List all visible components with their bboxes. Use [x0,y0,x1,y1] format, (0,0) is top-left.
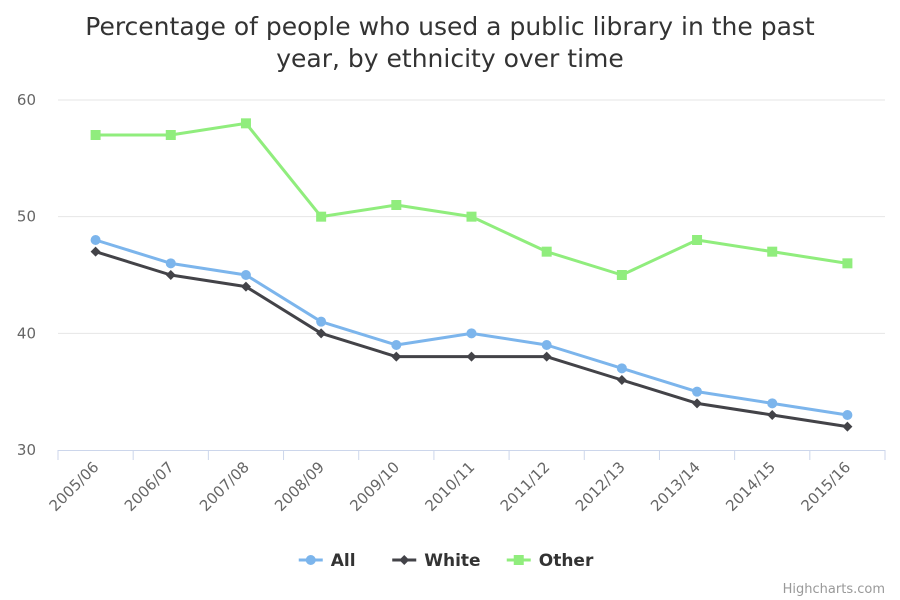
data-point-other[interactable] [90,130,101,140]
legend-label-other: Other [539,551,594,571]
y-tick-label: 50 [17,208,36,226]
data-point-other[interactable] [391,200,402,210]
chart-title-line-2: year, by ethnicity over time [276,44,624,73]
data-point-all[interactable] [842,410,853,420]
y-tick-label: 30 [17,441,36,459]
data-point-all[interactable] [767,398,778,409]
data-point-all[interactable] [541,340,552,350]
legend-item-white[interactable]: White [392,551,481,571]
data-point-white[interactable] [466,351,477,362]
data-point-all[interactable] [316,316,327,327]
data-point-other[interactable] [767,246,778,257]
legend-marker-shape-other[interactable] [513,555,524,565]
data-point-other[interactable] [842,258,853,269]
legend-label-white: White [424,551,480,571]
data-point-white[interactable] [316,328,327,339]
y-axis: 30 40 50 60 [17,91,36,459]
legend-marker-shape-white[interactable] [399,555,410,565]
data-point-white[interactable] [616,375,627,385]
data-point-other[interactable] [466,211,477,222]
data-point-white[interactable] [541,351,552,362]
data-point-white[interactable] [90,246,101,257]
data-point-all[interactable] [466,328,477,339]
legend-marker-shape-all[interactable] [305,555,316,565]
data-point-other[interactable] [541,246,552,257]
legend-item-all[interactable]: All [298,551,356,571]
data-point-other[interactable] [316,211,327,222]
data-point-white[interactable] [842,421,853,432]
legend-label-all: All [331,551,356,571]
data-point-white[interactable] [692,398,703,409]
y-tick-label: 60 [17,91,36,109]
credits-link[interactable]: Highcharts.com [783,582,885,597]
legend: All White Other [298,551,594,571]
series-white [90,246,853,432]
legend-item-other[interactable]: Other [506,551,594,571]
data-point-other[interactable] [616,270,627,280]
series-layer [90,118,853,432]
data-point-white[interactable] [240,281,251,292]
data-point-other[interactable] [165,130,176,140]
data-point-all[interactable] [240,270,251,280]
data-point-other[interactable] [240,118,251,129]
data-point-all[interactable] [90,235,101,245]
data-point-all[interactable] [692,386,703,397]
data-point-white[interactable] [165,270,176,280]
data-point-white[interactable] [391,351,402,362]
data-point-white[interactable] [767,410,778,420]
legend-marker-all [305,555,316,565]
legend-marker-white [399,555,410,565]
legend-marker-other [513,555,524,565]
data-point-other[interactable] [692,235,703,245]
chart-title-line-1: Percentage of people who used a public l… [85,12,815,41]
data-point-all[interactable] [165,258,176,269]
series-other [90,118,853,280]
y-tick-label: 40 [17,324,36,342]
data-point-all[interactable] [391,340,402,350]
series-all [90,235,853,420]
data-point-all[interactable] [616,363,627,374]
